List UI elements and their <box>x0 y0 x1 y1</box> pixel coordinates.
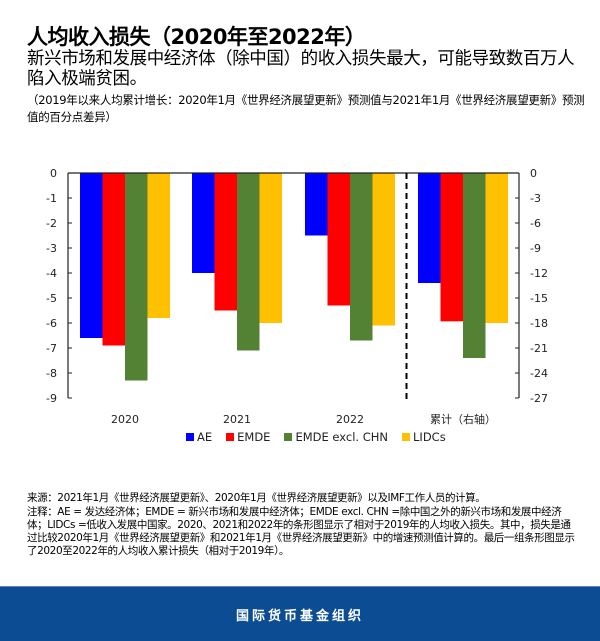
left-tick-label: -9 <box>46 392 57 405</box>
bar-chart: 2020 2021 2022 累计（右轴） 0 -1 -2 -3 -4 -5 -6 -7 -8 -9 0 -3… <box>46 167 548 426</box>
bar <box>125 173 148 381</box>
left-tick-label: -5 <box>46 292 57 305</box>
left-tick-label: -7 <box>46 342 57 355</box>
source-text: 来源：2021年1月《世界经济展望更新》、2020年1月《世界经济展望更新》以及… <box>27 492 486 504</box>
left-tick-label: -1 <box>46 192 57 205</box>
legend-label: LIDCs <box>413 430 446 444</box>
right-tick-label: -21 <box>530 342 548 355</box>
right-tick-label: -18 <box>530 317 548 330</box>
left-tick-label: 0 <box>50 167 57 180</box>
legend-swatch-icon <box>402 433 411 441</box>
legend-swatch-icon <box>284 433 293 441</box>
legend-item: EMDE excl. CHN <box>284 430 388 444</box>
legend-swatch-icon <box>186 433 194 441</box>
legend-label: EMDE excl. CHN <box>295 430 389 444</box>
legend-swatch-icon <box>226 433 235 441</box>
bar <box>214 173 237 311</box>
legend-label: EMDE <box>237 430 271 444</box>
bar <box>305 173 328 236</box>
right-tick-label: -12 <box>530 267 548 280</box>
left-tick-label: -4 <box>46 267 57 280</box>
x-tick-label: 2020 <box>111 413 139 426</box>
legend-item: EMDE <box>226 430 270 444</box>
right-tick-label: -3 <box>530 192 541 205</box>
legend-item: LIDCs <box>402 430 446 444</box>
left-tick-label: -2 <box>46 217 57 230</box>
bar <box>192 173 215 273</box>
footer-banner: 国际货币基金组织 <box>0 586 600 641</box>
bar <box>463 173 486 358</box>
left-tick-label: -3 <box>46 242 57 255</box>
x-tick-label: 累计（右轴） <box>430 412 496 426</box>
bar <box>485 173 508 323</box>
right-tick-label: -27 <box>530 392 548 405</box>
bar <box>440 173 463 322</box>
bar <box>372 173 395 326</box>
bar <box>418 173 441 283</box>
bar <box>147 173 170 318</box>
chart-legend: AE EMDE EMDE excl. CHN LIDCs <box>186 430 446 444</box>
chart-description: （2019年以来人均累计增长：2020年1月《世界经济展望更新》预测值与2021… <box>27 93 585 124</box>
bar <box>237 173 260 351</box>
chart-subtitle: 新兴市场和发展中经济体（除中国）的收入损失最大，可能导致数百万人陷入极端贫困。 <box>27 49 575 89</box>
bar <box>80 173 103 338</box>
x-tick-label: 2022 <box>336 413 364 426</box>
left-tick-label: -6 <box>46 317 57 330</box>
right-tick-label: -9 <box>530 242 541 255</box>
bar <box>102 173 125 346</box>
left-tick-label: -8 <box>46 367 57 380</box>
right-tick-label: -24 <box>530 367 548 380</box>
bar <box>259 173 282 323</box>
chart-title: 人均收入损失（2020年至2022年） <box>27 25 366 49</box>
x-tick-label: 2021 <box>223 413 251 426</box>
bar <box>350 173 373 341</box>
legend-item: AE <box>186 430 212 444</box>
bar <box>327 173 350 306</box>
notes-text: 注释：AE = 发达经济体；EMDE = 新兴市场和发展中经济体；EMDE ex… <box>27 506 575 557</box>
legend-label: AE <box>197 430 213 444</box>
org-name: 国际货币基金组织 <box>235 608 364 624</box>
chart-plot: 2020 2021 2022 累计（右轴） 0 -1 -2 -3 -4 -5 -6 -7 -8 -9 0 -3… <box>46 167 548 426</box>
right-tick-label: 0 <box>530 167 537 180</box>
right-tick-label: -6 <box>530 217 541 230</box>
right-tick-label: -15 <box>530 292 548 305</box>
